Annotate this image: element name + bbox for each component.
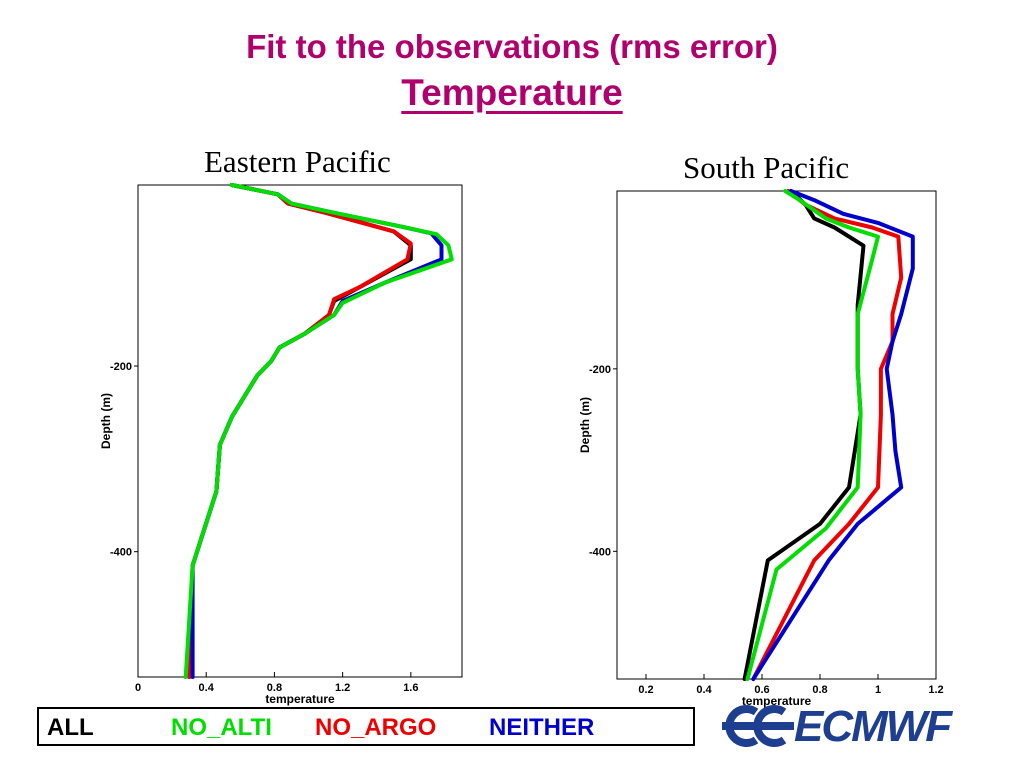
y-axis-label: Depth (m) (99, 393, 113, 449)
x-tick-label: 1.2 (335, 682, 350, 694)
ecmwf-logo-icon (722, 705, 794, 747)
series-line-no-argo (187, 183, 413, 679)
series-line-no-argo (751, 189, 904, 681)
plot-frame (137, 184, 463, 678)
legend-no-argo: NO_ARGO (315, 714, 437, 741)
legend-no-alti: NO_ALTI (171, 714, 272, 741)
series-line-no-alti (745, 189, 880, 681)
x-tick-label: 0 (135, 682, 141, 694)
x-tick-label: 0.8 (812, 684, 827, 696)
x-tick-label: 0.6 (754, 684, 769, 696)
legend-all: ALL (47, 714, 94, 741)
series-line-all (187, 183, 413, 679)
series-line-neither (751, 189, 915, 681)
x-tick-label: 0.2 (638, 684, 653, 696)
y-axis-label: Depth (m) (578, 397, 592, 453)
x-axis-label: temperature (742, 694, 812, 708)
x-tick-label: 1.6 (403, 682, 418, 694)
plot-frame (616, 190, 937, 680)
ecmwf-logo-text: ECMWF (794, 702, 952, 751)
series-line-neither (190, 183, 444, 679)
legend-neither: NEITHER (489, 714, 595, 741)
slide-title: Fit to the observations (rms error) (246, 28, 778, 65)
x-tick-label: 1.2 (928, 684, 943, 696)
x-tick-label: 0.4 (199, 682, 215, 694)
chart-title-south-pacific: South Pacific (683, 150, 850, 185)
legend-box: ALL NO_ALTI NO_ARGO NEITHER (37, 707, 695, 746)
series-line-no-alti (183, 183, 454, 679)
y-tick-label: -400 (110, 547, 132, 559)
x-tick-label: 0.8 (267, 682, 282, 694)
y-tick-label: -400 (589, 546, 611, 558)
series-line-all (742, 189, 866, 681)
x-tick-label: 0.4 (696, 684, 712, 696)
x-tick-label: 1 (875, 684, 881, 696)
chart-0: 0 0.4 0.8 1.2 1.6 -200 -400 temperature Depth (m… (99, 183, 463, 706)
chart-title-eastern-pacific: Eastern Pacific (204, 144, 391, 179)
y-tick-label: -200 (589, 364, 611, 376)
x-axis-label: temperature (265, 692, 335, 706)
slide-subtitle: Temperature (401, 72, 623, 113)
chart-1: 0.2 0.4 0.6 0.8 1 1.2 -200 -400 temperature Depth… (578, 189, 944, 708)
y-tick-label: -200 (110, 361, 132, 373)
